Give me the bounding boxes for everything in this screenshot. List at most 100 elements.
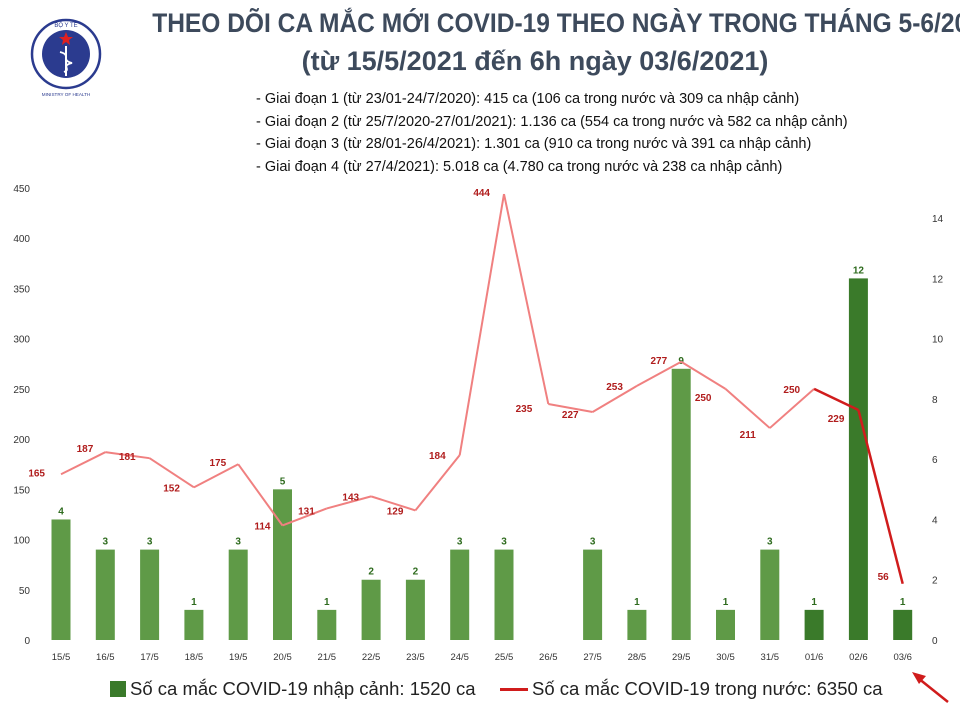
period-2: - Giai đoạn 2 (từ 25/7/2020-27/01/2021):…: [256, 113, 848, 130]
bar-value-label: 3: [147, 537, 153, 548]
line-segment: [237, 463, 284, 527]
line-segment: [149, 457, 195, 489]
line-value-label: 131: [298, 506, 315, 517]
x-axis-tick: 01/6: [805, 652, 824, 663]
bar-value-label: 3: [501, 537, 507, 548]
bar: [51, 519, 71, 640]
bar-value-label: 1: [900, 597, 906, 608]
bar-value-label: 2: [413, 567, 419, 578]
line-value-label: 165: [28, 468, 45, 479]
line-segment: [769, 388, 815, 429]
x-axis-tick: 22/5: [362, 652, 381, 663]
legend-bar-label: Số ca mắc COVID-19 nhập cảnh: 1520 ca: [130, 678, 476, 699]
x-axis-tick: 02/6: [849, 652, 868, 663]
bar-value-label: 3: [103, 537, 109, 548]
legend-bar: Số ca mắc COVID-19 nhập cảnh: 1520 ca: [110, 678, 476, 700]
x-axis-tick: 03/6: [893, 652, 912, 663]
line-segment: [370, 495, 416, 512]
bar-value-label: 1: [324, 597, 330, 608]
bar-value-label: 3: [767, 537, 773, 548]
x-axis-tick: 26/5: [539, 652, 558, 663]
line-segment: [680, 360, 727, 390]
x-axis-tick: 23/5: [406, 652, 425, 663]
legend-line-swatch: [500, 687, 528, 691]
logo-top-text: BỘ Y TẾ: [54, 22, 77, 29]
line-segment: [458, 193, 505, 456]
line-segment: [105, 451, 150, 460]
bar-value-label: 3: [457, 537, 463, 548]
right-axis-tick: 4: [932, 515, 938, 526]
x-axis-labels: 15/5 16/5 17/5 18/5 19/5 20/5 21/5 22/5 23/5 24/5…: [52, 652, 912, 663]
bar: [893, 609, 913, 640]
period-1: - Giai đoạn 1 (từ 23/01-24/7/2020): 415 …: [256, 91, 800, 107]
bar-value-label: 1: [811, 597, 817, 608]
left-axis-tick: 0: [24, 636, 30, 647]
bar: [583, 549, 603, 640]
line-segment: [813, 387, 859, 412]
bar: [184, 609, 204, 640]
x-axis-tick: 17/5: [140, 652, 159, 663]
right-axis-tick: 14: [932, 214, 944, 225]
line-value-label: 143: [342, 492, 359, 503]
x-axis-tick: 15/5: [52, 652, 71, 663]
left-axis-tick: 100: [13, 536, 30, 547]
left-axis-tick: 450: [13, 184, 30, 195]
bar-value-label: 12: [853, 265, 865, 276]
annotation: [912, 672, 949, 703]
chart-subtitle: (từ 15/5/2021 đến 6h ngày 03/6/2021): [301, 46, 769, 76]
right-axis-tick: 12: [932, 274, 944, 285]
line-segment: [548, 402, 593, 413]
bar-value-label: 9: [678, 356, 684, 367]
bar-value-label: 1: [191, 597, 197, 608]
x-axis-tick: 20/5: [273, 652, 292, 663]
line-value-label: 235: [516, 404, 533, 415]
star-icon: [59, 32, 73, 45]
x-axis-tick: 27/5: [583, 652, 602, 663]
line-value-label: 187: [77, 444, 94, 455]
x-axis-tick: 24/5: [450, 652, 469, 663]
line-value-label: 152: [163, 483, 180, 494]
arrow-head-icon: [912, 672, 926, 684]
line-segment: [193, 463, 239, 489]
bar-value-label: 2: [368, 567, 374, 578]
logo-bottom-text: MINISTRY OF HEALTH: [42, 92, 91, 97]
left-axis-tick: 300: [13, 335, 30, 346]
right-axis-tick: 6: [932, 455, 938, 466]
bar: [273, 489, 292, 640]
bar-value-label: 1: [723, 597, 729, 608]
legend-line-label: Số ca mắc COVID-19 trong nước: 6350 ca: [532, 678, 883, 699]
right-axis-tick: 10: [932, 335, 944, 346]
bar: [361, 579, 381, 640]
x-axis-tick: 29/5: [672, 652, 691, 663]
bar: [140, 549, 160, 640]
line-segment: [592, 385, 638, 413]
bar: [760, 549, 780, 640]
bar: [627, 609, 647, 640]
bar-value-label: 4: [58, 506, 64, 517]
right-axis-tick: 8: [932, 395, 938, 406]
line-segment: [282, 507, 328, 527]
left-axis-tick: 50: [19, 586, 31, 597]
line-segment: [724, 388, 771, 429]
ministry-of-health-logo: BỘ Y TẾ MINISTRY OF HEALTH: [30, 18, 102, 97]
line-series: 1651871811521751141311431291844442352272…: [28, 188, 904, 585]
line-value-label: 175: [210, 458, 227, 469]
left-axis-tick: 200: [13, 435, 30, 446]
bar: [95, 549, 115, 640]
bar-value-label: 3: [590, 537, 596, 548]
x-axis-tick: 21/5: [318, 652, 337, 663]
line-value-label: 250: [783, 385, 800, 396]
bar-value-label: 1: [634, 597, 640, 608]
line-value-label: 114: [254, 521, 271, 532]
caduceus-icon: [59, 51, 73, 73]
legend-line: Số ca mắc COVID-19 trong nước: 6350 ca: [500, 678, 882, 700]
line-value-label: 444: [473, 188, 490, 199]
line-value-label: 184: [429, 451, 446, 462]
x-axis-tick: 30/5: [716, 652, 735, 663]
period-3: - Giai đoạn 3 (từ 28/01-26/4/2021): 1.30…: [256, 136, 812, 152]
right-axis-tick: 2: [932, 576, 938, 587]
line-value-label: 250: [695, 393, 712, 404]
right-axis-tick: 0: [932, 636, 938, 647]
